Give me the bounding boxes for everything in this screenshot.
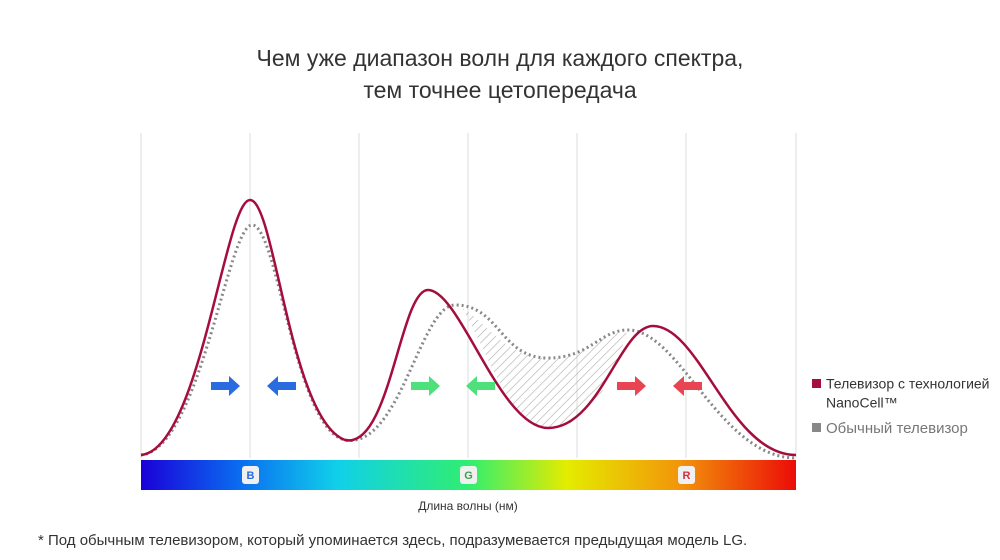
title-line: тем точнее цетопередача (363, 77, 637, 103)
band-badge (460, 466, 477, 484)
legend-label: NanoCell™ (826, 395, 898, 411)
legend-swatch (812, 379, 821, 388)
band-badge (678, 466, 695, 484)
legend-swatch (812, 423, 821, 432)
title-line: Чем уже диапазон волн для каждого спектр… (257, 45, 744, 71)
footnote: * Под обычным телевизором, который упоми… (38, 532, 747, 549)
legend-label: Телевизор с технологией (826, 376, 990, 392)
nanocell-curve (140, 198, 797, 457)
legend-label: Обычный телевизор (826, 420, 968, 437)
grid (140, 133, 797, 458)
arrows (211, 376, 702, 396)
band-label: G (464, 470, 473, 482)
band-label: R (683, 470, 691, 482)
difference-area (462, 308, 628, 428)
x-axis-label: Длина волны (нм) (418, 499, 518, 513)
band-badge (242, 466, 259, 484)
band-label: B (247, 470, 255, 482)
